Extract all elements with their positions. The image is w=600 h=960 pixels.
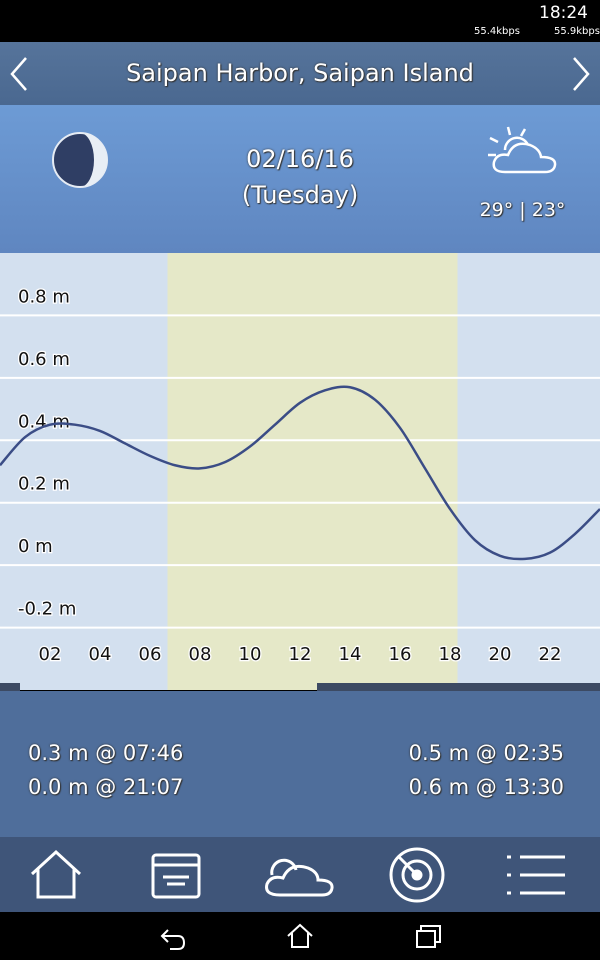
system-nav <box>0 912 600 960</box>
tide-panel: 0.3 m @ 07:46 0.0 m @ 21:07 0.5 m @ 02:3… <box>0 691 600 837</box>
weather-icon <box>488 126 557 174</box>
x-tick-label: 04 <box>89 644 112 665</box>
tide-entry: 0.3 m @ 07:46 <box>28 741 184 765</box>
status-bar: 18:24 55.4kbps 55.9kbps <box>0 0 600 42</box>
prev-button[interactable] <box>10 57 27 91</box>
tab-bar <box>0 837 600 912</box>
x-tick-label: 22 <box>539 644 562 665</box>
date: 02/16/16 <box>246 145 354 173</box>
home-tab[interactable] <box>30 849 82 899</box>
tab-icons <box>30 847 565 903</box>
temperature: 29° | 23° <box>479 199 566 221</box>
x-tick-label: 14 <box>339 644 362 665</box>
weather-tab[interactable] <box>265 858 334 897</box>
up-speed: 55.4kbps <box>474 26 520 37</box>
scroll-track <box>317 683 600 691</box>
header: Saipan Harbor, Saipan Island <box>0 42 600 105</box>
y-tick-label: 0.8 m <box>18 286 70 307</box>
y-tick-label: -0.2 m <box>18 599 76 620</box>
x-tick-label: 10 <box>239 644 262 665</box>
tide-entry: 0.5 m @ 02:35 <box>408 741 564 765</box>
down-speed: 55.9kbps <box>554 26 600 37</box>
scrollbar <box>0 683 600 691</box>
tide-chart: -0.2 m 0 m 0.2 m 0.4 m 0.6 m 0.8 m 02 04 06 08 10 1… <box>0 253 600 690</box>
menu-tab[interactable] <box>507 855 565 895</box>
header-arrows <box>10 57 590 91</box>
next-button[interactable] <box>573 57 590 91</box>
radar-tab[interactable] <box>389 847 445 903</box>
moon-lit <box>80 133 107 187</box>
y-tick-label: 0 m <box>18 536 53 557</box>
location-title: Saipan Harbor, Saipan Island <box>126 59 474 87</box>
x-tick-label: 08 <box>189 644 212 665</box>
clock: 18:24 <box>539 3 588 23</box>
tide-entry: 0.0 m @ 21:07 <box>28 775 184 799</box>
tide-line <box>0 385 600 561</box>
calendar-tab[interactable] <box>151 853 201 899</box>
x-tick-label: 06 <box>139 644 162 665</box>
scroll-track <box>0 683 20 691</box>
system-nav-icons <box>160 923 441 950</box>
x-tick-label: 12 <box>289 644 312 665</box>
day-panel: 02/16/16 (Tuesday) 29° | 23° <box>0 105 600 253</box>
day-icons <box>52 126 557 188</box>
daylight-band <box>167 253 458 690</box>
x-tick-label: 20 <box>489 644 512 665</box>
y-tick-label: 0.4 m <box>18 411 70 432</box>
recents-button[interactable] <box>416 925 441 948</box>
y-tick-label: 0.6 m <box>18 349 70 370</box>
x-tick-label: 18 <box>439 644 462 665</box>
x-tick-label: 16 <box>389 644 412 665</box>
home-button[interactable] <box>287 923 313 948</box>
back-button[interactable] <box>160 929 186 950</box>
weekday: (Tuesday) <box>241 181 359 209</box>
x-tick-label: 02 <box>39 644 62 665</box>
tide-entry: 0.6 m @ 13:30 <box>408 775 564 799</box>
y-tick-label: 0.2 m <box>18 474 70 495</box>
